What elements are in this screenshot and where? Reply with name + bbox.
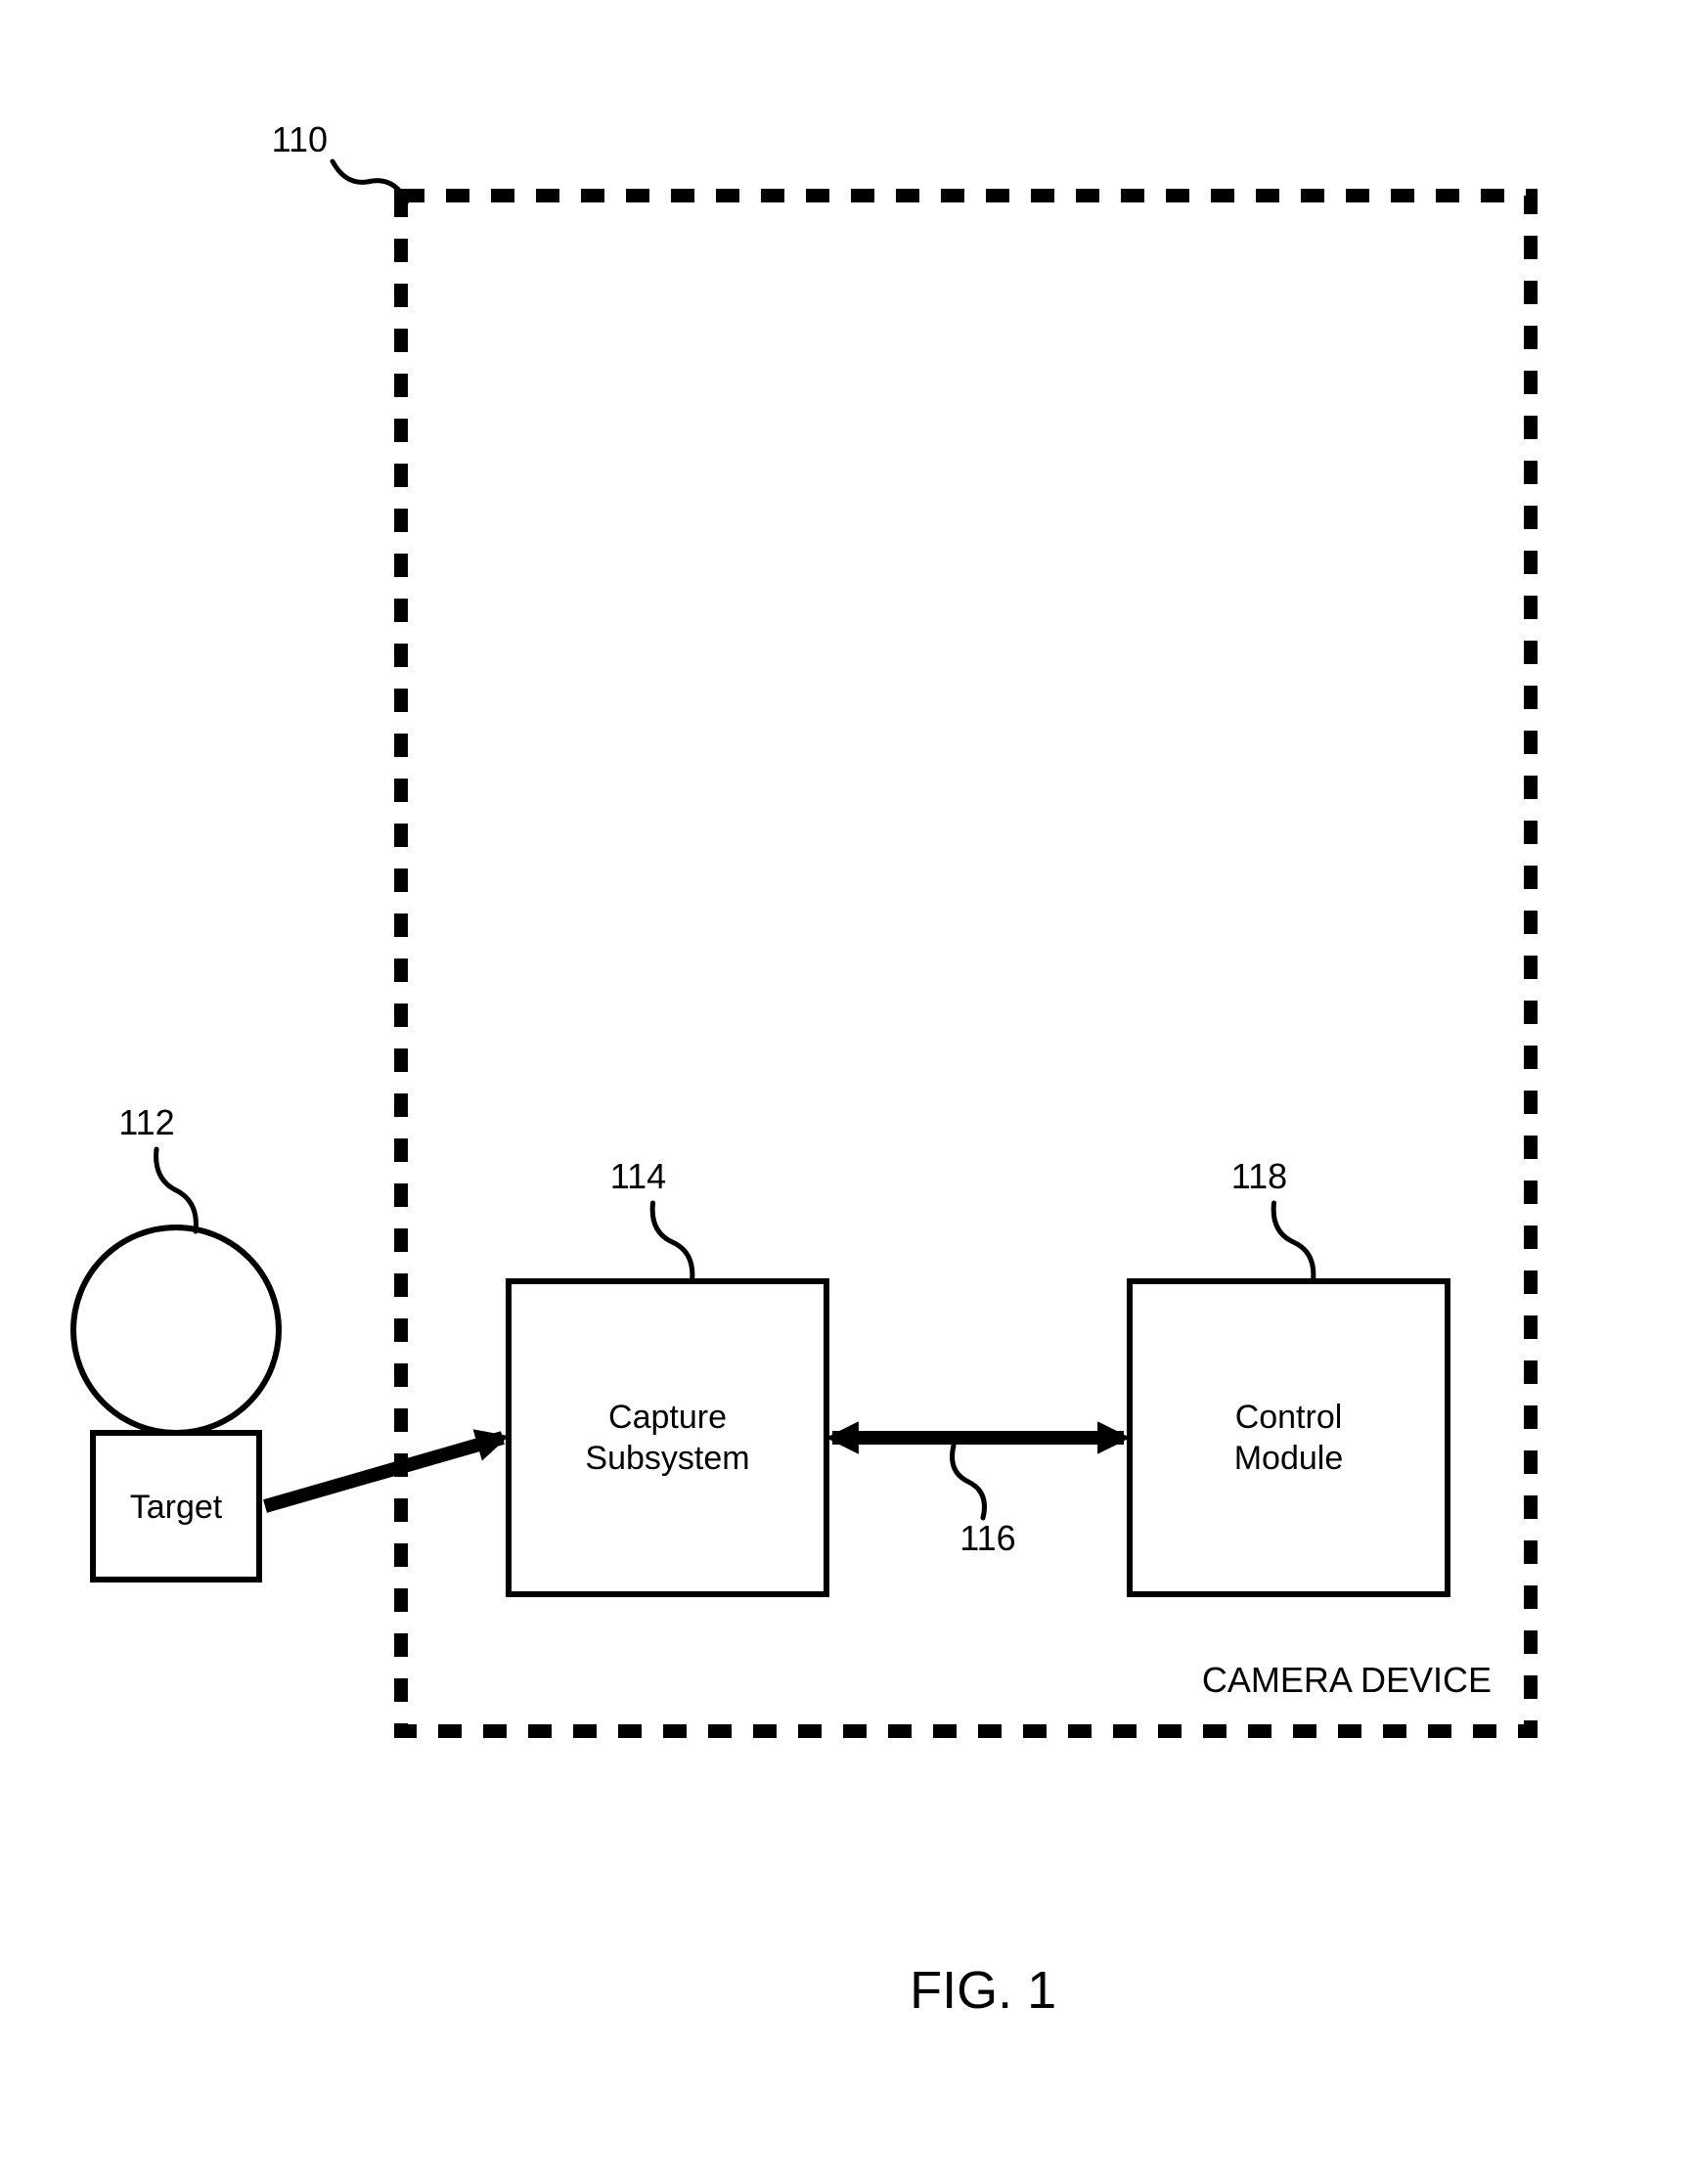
ref-118: 118 xyxy=(1231,1156,1287,1196)
ref-116: 116 xyxy=(959,1518,1015,1558)
capture-label-1: Capture xyxy=(608,1399,727,1436)
ref-110: 110 xyxy=(272,119,328,159)
control-label-2: Module xyxy=(1234,1440,1344,1477)
ref-112: 112 xyxy=(118,1102,174,1142)
figure-caption: FIG. 1 xyxy=(910,1961,1056,2020)
target-lens xyxy=(73,1227,279,1433)
control-label-1: Control xyxy=(1235,1399,1343,1436)
capture-box xyxy=(509,1281,826,1594)
control-box xyxy=(1130,1281,1448,1594)
device-label: CAMERA DEVICE xyxy=(1202,1660,1492,1700)
capture-label-2: Subsystem xyxy=(585,1440,749,1477)
edge-target-capture xyxy=(265,1438,503,1506)
ref-114: 114 xyxy=(610,1156,666,1196)
target-label: Target xyxy=(130,1489,223,1526)
